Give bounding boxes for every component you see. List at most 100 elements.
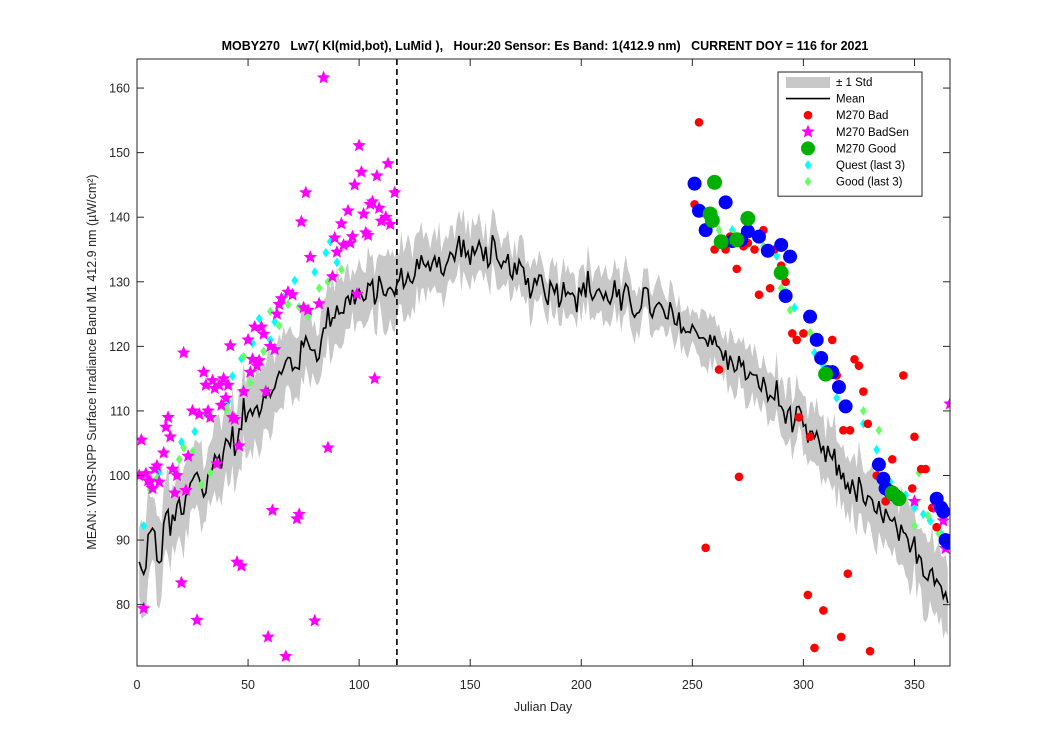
- mean-line: [138, 234, 949, 604]
- bad-point: [863, 419, 873, 429]
- badsen-point: [259, 384, 273, 398]
- badsen-point: [150, 458, 164, 472]
- bad-point: [827, 335, 837, 345]
- bad-point: [799, 329, 808, 338]
- badsen-point: [234, 558, 249, 572]
- x-tick-label: 0: [134, 678, 141, 692]
- badsen-point: [170, 468, 184, 482]
- legend-label: M270 Good: [836, 143, 896, 155]
- badsen-point: [219, 390, 233, 404]
- current-year-point: [691, 203, 706, 218]
- bad-point: [714, 365, 724, 374]
- badsen-point: [361, 228, 375, 241]
- badsen-point: [137, 601, 151, 615]
- good-last3-point: [911, 520, 918, 531]
- axis-ticks: 0 50 100 150 200 250 300 350 80 90 100 110 120 130 140…: [109, 59, 950, 692]
- current-year-point: [809, 332, 824, 347]
- current-year-point: [740, 224, 755, 239]
- good-last3-point: [206, 467, 214, 478]
- bad-point: [865, 646, 875, 656]
- std-band: [139, 208, 948, 639]
- bad-point: [881, 497, 890, 506]
- y-tick-label: 110: [110, 404, 130, 418]
- badsen-point: [221, 378, 235, 391]
- quest-point: [291, 275, 299, 286]
- x-tick-label: 100: [349, 678, 370, 692]
- good-last3-point: [180, 442, 188, 453]
- badsen-point: [388, 185, 402, 199]
- badsen-point: [365, 194, 380, 208]
- quest-point: [140, 520, 148, 531]
- bad-point: [734, 472, 744, 482]
- bad-point: [907, 484, 917, 493]
- quest-point: [322, 247, 330, 258]
- badsen-point: [223, 338, 237, 352]
- bad-point: [754, 290, 764, 299]
- badsen-point: [383, 217, 397, 231]
- quest-point: [229, 371, 236, 381]
- badsen-point: [245, 352, 260, 365]
- current-year-point: [751, 229, 766, 244]
- bad-point: [839, 426, 848, 435]
- x-axis-label: Julian Day: [514, 700, 573, 714]
- good-point: [729, 232, 745, 248]
- bad-point: [843, 569, 853, 578]
- x-tick-label: 150: [460, 678, 481, 692]
- x-tick-label: 200: [571, 678, 592, 692]
- badsen-point: [330, 245, 344, 258]
- legend-label: Good (last 3): [836, 177, 903, 189]
- legend-swatch-quest: [804, 160, 812, 170]
- legend-swatch-good: [801, 141, 815, 156]
- legend-box: [777, 71, 923, 197]
- good-last3-point: [924, 510, 932, 521]
- legend: ± 1 Std Mean M270 Bad M270 BadSen M270 Good Q…: [777, 71, 923, 197]
- current-year-point: [838, 399, 853, 414]
- legend-swatch-std: [786, 77, 830, 88]
- badsen-point: [368, 371, 382, 385]
- badsen-point: [370, 168, 384, 182]
- legend-swatch-good-last3: [804, 176, 812, 187]
- badsen-point: [214, 398, 229, 411]
- badsen-point: [161, 410, 175, 424]
- legend-swatch-badsen: [801, 124, 815, 138]
- quest-point: [919, 509, 927, 520]
- axes-frame: [136, 58, 951, 667]
- badsen-point: [165, 461, 180, 475]
- current-year-point: [871, 457, 886, 472]
- bad-point: [932, 522, 941, 532]
- bad-point: [859, 387, 868, 396]
- current-year-point: [831, 380, 846, 395]
- current-year-point: [803, 309, 818, 324]
- badsen-point: [348, 177, 362, 191]
- badsen-point: [152, 474, 166, 488]
- badsen-point: [190, 613, 204, 626]
- badsen-point: [203, 410, 217, 424]
- badsen-point: [270, 307, 284, 320]
- plot-area: [137, 59, 950, 666]
- current-year-point: [783, 249, 798, 264]
- badsen-point: [345, 229, 360, 243]
- badsen-point: [943, 396, 950, 410]
- good-last3-point: [284, 299, 292, 310]
- y-axis-label: MEAN: VIIRS-NPP Surface Irradiance Band …: [85, 174, 99, 549]
- good-last3-point: [875, 425, 883, 436]
- bad-point: [845, 426, 855, 435]
- bad-point: [810, 643, 819, 653]
- badsen-point: [174, 575, 189, 589]
- bad-point: [694, 117, 704, 127]
- good-last3-point: [806, 327, 814, 338]
- legend-label: Mean: [836, 94, 865, 106]
- badsen-point: [328, 230, 342, 244]
- current-year-point: [940, 535, 950, 550]
- bad-point: [805, 432, 815, 442]
- bad-point: [794, 413, 804, 422]
- current-year-point: [814, 350, 829, 365]
- good-last3-point: [175, 454, 183, 465]
- quest-point: [311, 267, 319, 278]
- badsen-point: [252, 353, 266, 367]
- badsen-point: [379, 210, 393, 223]
- badsen-point: [216, 371, 231, 385]
- quest-point: [191, 426, 199, 437]
- y-tick-label: 90: [116, 534, 130, 548]
- bad-point: [910, 432, 919, 442]
